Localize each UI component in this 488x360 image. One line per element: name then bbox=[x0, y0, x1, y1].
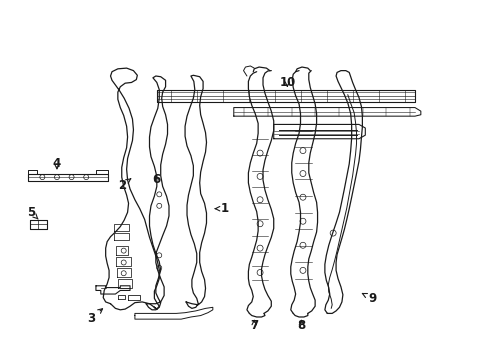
Text: 2: 2 bbox=[118, 179, 131, 192]
Text: 5: 5 bbox=[27, 206, 38, 219]
Text: 7: 7 bbox=[250, 319, 258, 332]
Text: 3: 3 bbox=[87, 309, 102, 325]
Text: 8: 8 bbox=[297, 319, 305, 332]
Text: 10: 10 bbox=[279, 76, 295, 89]
Text: 6: 6 bbox=[152, 173, 161, 186]
Text: 9: 9 bbox=[362, 292, 375, 305]
Text: 1: 1 bbox=[215, 202, 228, 215]
Text: 4: 4 bbox=[53, 157, 61, 170]
